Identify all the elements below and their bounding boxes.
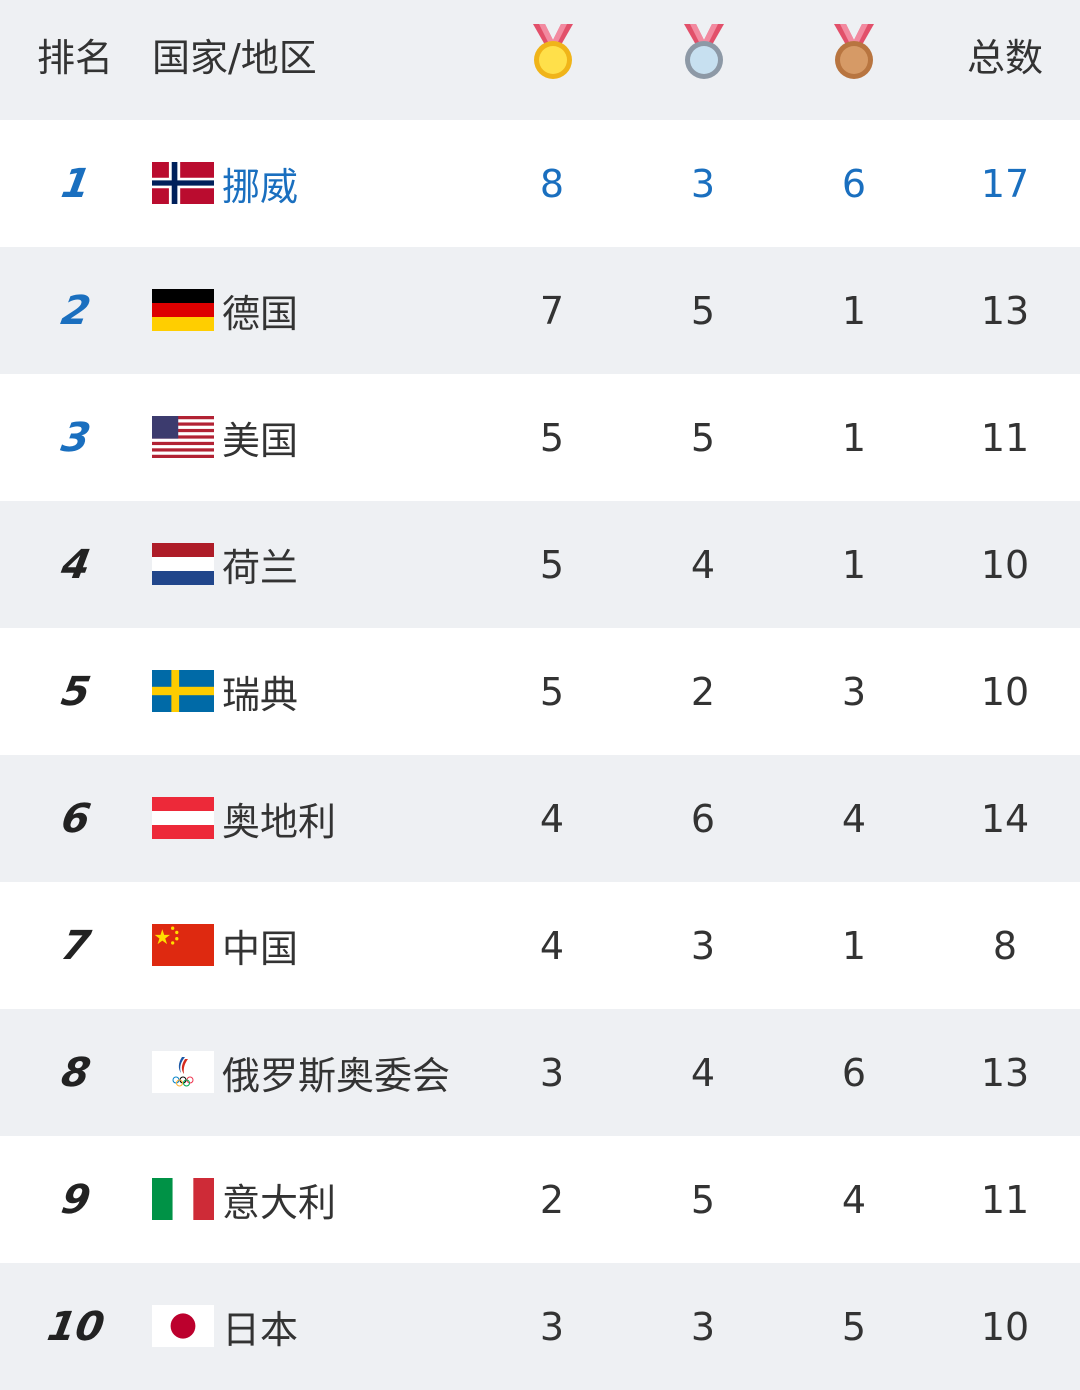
medal-table-body: 1 挪威 8 3 6 17 2 德国 7 5 1 13 [0,120,1080,1390]
china-flag-icon [152,924,214,966]
bronze-count: 6 [841,1050,867,1095]
silver-count: 5 [690,1177,716,1222]
country-name: 挪威 [222,165,299,209]
table-row[interactable]: 4 荷兰 5 4 1 10 [0,501,1080,628]
table-header: 排名 国家/地区 总数 [0,0,1080,120]
austria-flag-icon [152,797,214,839]
rank-number: 8 [58,1049,94,1096]
country-name: 瑞典 [222,673,299,717]
bronze-count: 1 [841,415,867,460]
total-count: 14 [980,796,1030,841]
rank-number: 4 [58,541,94,588]
rank-number: 3 [58,414,94,461]
total-count: 13 [980,288,1030,333]
table-row[interactable]: 8 俄罗斯奥委会 3 4 6 13 [0,1009,1080,1136]
total-count: 11 [980,1177,1030,1222]
bronze-count: 1 [841,288,867,333]
bronze-count: 5 [841,1304,867,1349]
total-count: 11 [980,415,1030,460]
rank-number: 9 [58,1176,94,1223]
bronze-count: 1 [841,923,867,968]
gold-count: 3 [539,1050,565,1095]
total-count: 10 [980,669,1030,714]
silver-count: 4 [690,542,716,587]
sweden-flag-icon [152,670,214,712]
table-row[interactable]: 10 日本 3 3 5 10 [0,1263,1080,1390]
silver-count: 5 [690,415,716,460]
country-name: 奥地利 [222,800,337,844]
bronze-count: 4 [841,1177,867,1222]
bronze-count: 6 [841,161,867,206]
table-row[interactable]: 1 挪威 8 3 6 17 [0,120,1080,247]
total-count: 17 [980,161,1030,206]
rank-column-header[interactable]: 排名 [37,35,114,80]
gold-count: 8 [539,161,565,206]
total-count: 10 [980,1304,1030,1349]
bronze-count: 3 [841,669,867,714]
bronze-medal-icon[interactable] [826,22,882,82]
rank-number: 10 [44,1303,108,1350]
table-row[interactable]: 5 瑞典 5 2 3 10 [0,628,1080,755]
silver-count: 6 [690,796,716,841]
gold-count: 5 [539,669,565,714]
total-count: 13 [980,1050,1030,1095]
country-name: 意大利 [222,1181,337,1225]
gold-count: 7 [539,288,565,333]
total-column-header[interactable]: 总数 [966,35,1043,80]
gold-medal-icon[interactable] [525,22,581,82]
country-name: 俄罗斯奥委会 [222,1054,451,1098]
table-row[interactable]: 6 奥地利 4 6 4 14 [0,755,1080,882]
table-row[interactable]: 9 意大利 2 5 4 11 [0,1136,1080,1263]
rank-number: 2 [58,287,94,334]
gold-count: 4 [539,796,565,841]
gold-count: 5 [539,542,565,587]
country-name: 美国 [222,419,299,463]
silver-count: 3 [690,1304,716,1349]
table-row[interactable]: 2 德国 7 5 1 13 [0,247,1080,374]
rank-number: 7 [58,922,94,969]
country-name: 中国 [222,927,299,971]
roc-emblem-icon [152,1051,214,1093]
gold-count: 2 [539,1177,565,1222]
silver-count: 3 [690,923,716,968]
gold-count: 5 [539,415,565,460]
norway-flag-icon [152,162,214,204]
bronze-count: 1 [841,542,867,587]
gold-count: 4 [539,923,565,968]
germany-flag-icon [152,289,214,331]
country-name: 荷兰 [222,546,299,590]
silver-count: 4 [690,1050,716,1095]
table-row[interactable]: 7 中国 4 3 1 8 [0,882,1080,1009]
silver-medal-icon[interactable] [676,22,732,82]
rank-number: 5 [58,668,94,715]
japan-flag-icon [152,1305,214,1347]
silver-count: 5 [690,288,716,333]
usa-flag-icon [152,416,214,458]
bronze-count: 4 [841,796,867,841]
silver-count: 2 [690,669,716,714]
total-count: 10 [980,542,1030,587]
country-name: 德国 [222,292,299,336]
total-count: 8 [992,923,1018,968]
netherlands-flag-icon [152,543,214,585]
silver-count: 3 [690,161,716,206]
rank-number: 6 [58,795,94,842]
country-name: 日本 [222,1308,299,1352]
table-row[interactable]: 3 美国 5 5 1 11 [0,374,1080,501]
rank-number: 1 [58,160,94,207]
country-column-header[interactable]: 国家/地区 [152,35,317,80]
gold-count: 3 [539,1304,565,1349]
italy-flag-icon [152,1178,214,1220]
